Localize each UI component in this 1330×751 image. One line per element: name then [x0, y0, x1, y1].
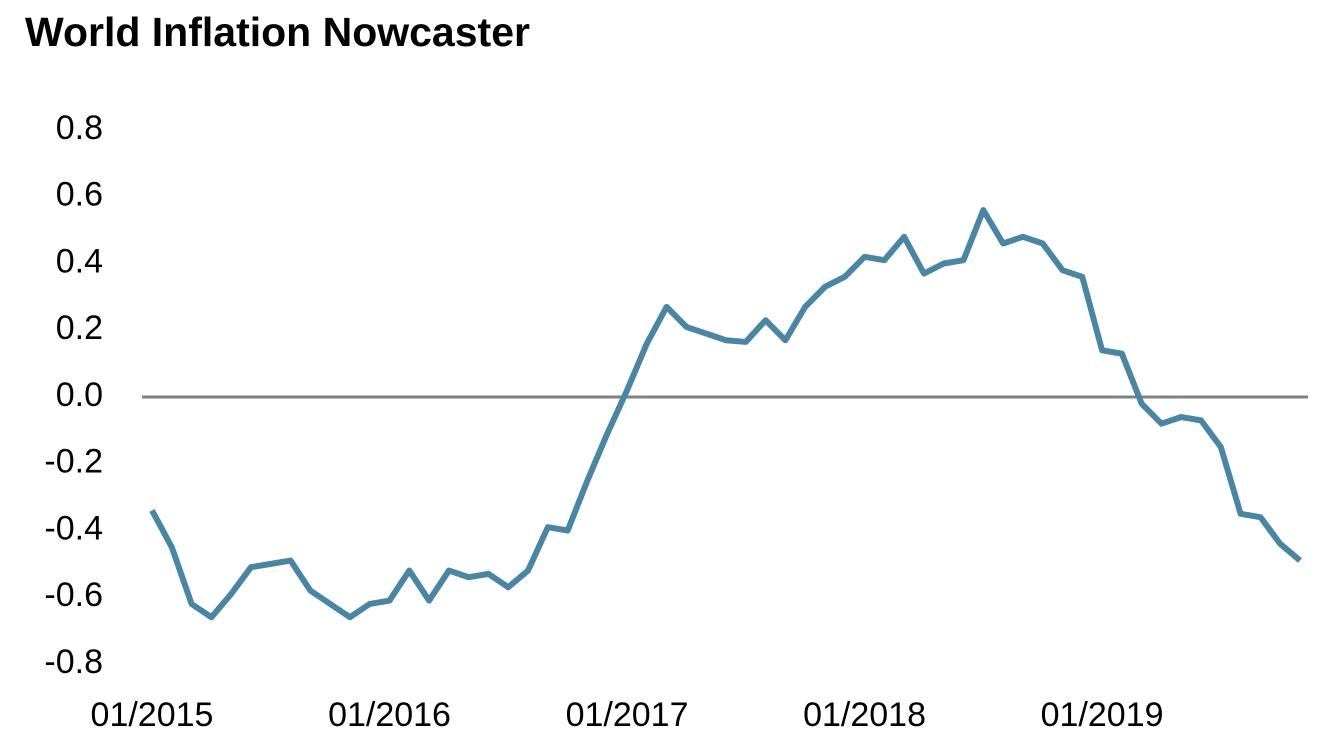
y-tick-label: -0.6 [44, 576, 103, 614]
y-tick-label: 0.8 [56, 109, 103, 147]
y-tick-label: -0.2 [44, 443, 103, 481]
y-tick-label: 0.2 [56, 309, 103, 347]
chart-title: World Inflation Nowcaster [25, 9, 530, 55]
x-tick-label: 01/2018 [803, 696, 926, 734]
line-series [149, 207, 1302, 621]
y-tick-label: 0.4 [56, 242, 103, 280]
y-tick-label: 0.0 [56, 376, 103, 414]
y-tick-label: -0.8 [44, 643, 103, 681]
x-tick-label: 01/2017 [566, 696, 689, 734]
y-tick-label: -0.4 [44, 509, 103, 547]
x-tick-label: 01/2019 [1041, 696, 1164, 734]
x-tick-label: 01/2016 [328, 696, 451, 734]
y-tick-label: 0.6 [56, 176, 103, 214]
x-tick-label: 01/2015 [91, 696, 214, 734]
